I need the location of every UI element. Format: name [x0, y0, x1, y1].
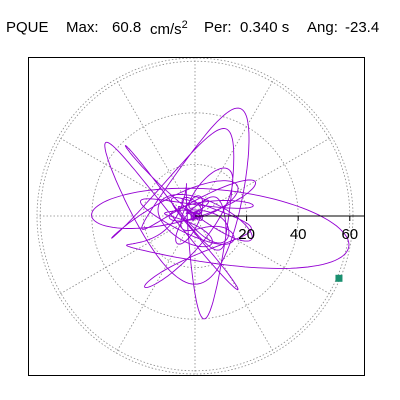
grid-ring-20 — [142, 163, 247, 268]
angle-label: Ang: — [307, 19, 338, 36]
station-code: PQUE — [6, 19, 49, 36]
grid-spoke-60 — [194, 78, 275, 217]
orbit-trace-layer — [91, 107, 350, 320]
radial-tick-label-20: 20 — [238, 226, 255, 243]
period-value: 0.340 s — [240, 19, 290, 36]
chart-header: PQUE Max: 60.8 cm/s2 Per: 0.340 s Ang: -… — [0, 0, 400, 40]
orbit-trace — [91, 107, 350, 320]
plot-frame — [28, 57, 365, 376]
peak-marker — [335, 274, 343, 282]
grid-spoke-210 — [57, 215, 196, 296]
radial-axis: 20 40 60 — [195, 215, 364, 243]
radial-tick-label-60: 60 — [341, 226, 358, 243]
max-unit-exponent: 2 — [181, 19, 188, 31]
period-label: Per: — [204, 19, 232, 36]
max-unit: cm/s2 — [150, 19, 188, 38]
max-value: 60.8 — [112, 19, 142, 36]
max-label: Max: — [66, 19, 99, 36]
peak-marker-layer — [335, 274, 343, 282]
angle-value: -23.4 — [345, 19, 380, 36]
grid-spoke-330 — [194, 215, 333, 296]
radial-tick-label-40: 40 — [290, 226, 307, 243]
